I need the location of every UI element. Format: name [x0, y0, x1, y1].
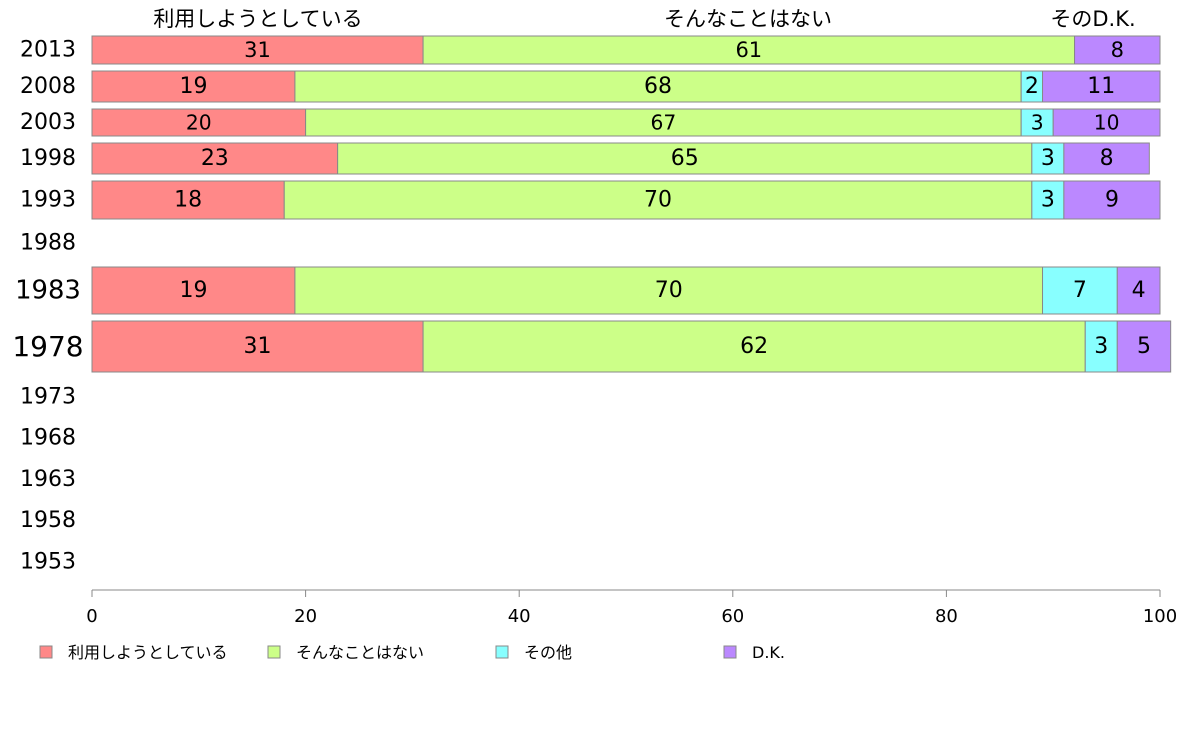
bar-value-label: 70: [655, 278, 683, 303]
legend-label: その他: [524, 643, 572, 662]
bar-value-label: 31: [244, 38, 271, 62]
bar-segment: [91, 266, 296, 315]
bar-segment: [1042, 266, 1118, 315]
bar-value-label: 7: [1073, 278, 1087, 303]
bar-segment: [91, 320, 424, 373]
bar-segment: [1052, 108, 1161, 137]
x-tick-label: 80: [935, 606, 958, 627]
bar-value-label: 19: [179, 278, 207, 303]
bar-segment: [1063, 180, 1161, 220]
bar-value-label: 2: [1025, 74, 1039, 99]
top-labels: 利用しようとしている そんなことはない そのD.K.: [153, 7, 1135, 31]
bar-segment: [1116, 266, 1161, 315]
top-label-2: そんなことはない: [664, 7, 832, 31]
y-label: 2008: [20, 74, 76, 99]
bar-value-label: 3: [1031, 111, 1044, 135]
bar-value-label: 3: [1094, 334, 1108, 359]
bar-value-label: 23: [201, 146, 229, 171]
legend-swatch: [723, 645, 737, 659]
y-label: 2003: [20, 110, 76, 135]
bar-segment: [91, 35, 424, 65]
legend-label: そんなことはない: [296, 643, 424, 662]
legend-label: D.K.: [752, 643, 785, 662]
y-label: 1998: [20, 146, 76, 171]
bar-segment: [1020, 108, 1054, 137]
y-label: 1958: [20, 508, 76, 533]
y-label: 1993: [20, 188, 76, 213]
x-tick-label: 60: [721, 606, 744, 627]
bar-value-label: 68: [644, 74, 672, 99]
bar-value-label: 65: [671, 146, 699, 171]
y-label: 1973: [20, 385, 76, 410]
legend-swatch: [495, 645, 509, 659]
bar-value-label: 18: [174, 188, 202, 213]
bar-value-label: 4: [1132, 278, 1146, 303]
bar-value-label: 10: [1094, 111, 1120, 135]
bar-value-label: 67: [650, 111, 676, 135]
bar-value-label: 5: [1137, 334, 1151, 359]
legend-label: 利用しようとしている: [68, 643, 228, 662]
y-axis-labels: 2013 2008 2003 1998 1993 1988 1983 1978 1973 1968…: [12, 38, 83, 575]
x-tick-label: 100: [1143, 606, 1177, 627]
bar-segment: [422, 320, 1086, 373]
y-label: 1988: [20, 231, 76, 256]
x-axis: 0 20 40 60 80 100: [86, 589, 1177, 627]
bar-value-label: 9: [1105, 188, 1119, 213]
bar-segment: [91, 142, 339, 175]
bar-segment: [91, 180, 285, 220]
bar-segment: [1084, 320, 1118, 373]
bar-segment: [294, 70, 1022, 103]
y-label: 1978: [12, 330, 83, 363]
bar-segment: [1031, 142, 1065, 175]
bar-segment: [1116, 320, 1172, 373]
legend-swatch: [39, 645, 53, 659]
bar-value-label: 3: [1041, 188, 1055, 213]
bar-value-label: 62: [740, 334, 768, 359]
bar-value-label: 3: [1041, 146, 1055, 171]
y-label: 1963: [20, 467, 76, 492]
y-label: 1953: [20, 550, 76, 575]
bar-segment: [1063, 142, 1150, 175]
bar-value-label: 8: [1111, 38, 1124, 62]
bar-segment: [422, 35, 1076, 65]
bar-value-label: 31: [244, 334, 272, 359]
bar-segment: [1031, 180, 1065, 220]
top-label-1: 利用しようとしている: [153, 7, 362, 31]
y-label: 1968: [20, 426, 76, 451]
bar-segment: [337, 142, 1033, 175]
bar-value-label: 11: [1087, 74, 1115, 99]
bar-value-label: 8: [1100, 146, 1114, 171]
y-label: 1983: [15, 276, 81, 306]
legend: 利用しようとしている そんなことはない その他 D.K.: [39, 643, 785, 662]
bar-value-label: 19: [179, 74, 207, 99]
bars: 31 61 8 19 68 2 11 20 67 3 10 23 65 3 8 18 70 3 9 19 70 7 4 31 6…: [91, 35, 1172, 373]
x-tick-label: 0: [86, 606, 97, 627]
bar-segment: [1074, 35, 1161, 65]
bar-segment: [1042, 70, 1161, 103]
y-label: 2013: [20, 38, 76, 63]
bar-segment: [305, 108, 1022, 137]
bar-segment: [294, 266, 1044, 315]
legend-swatch: [267, 645, 281, 659]
bar-value-label: 61: [735, 38, 762, 62]
x-tick-label: 20: [294, 606, 317, 627]
bar-value-label: 70: [644, 188, 672, 213]
bar-segment: [283, 180, 1033, 220]
bar-value-label: 20: [186, 111, 212, 135]
top-label-3: そのD.K.: [1050, 7, 1135, 31]
x-tick-label: 40: [508, 606, 531, 627]
